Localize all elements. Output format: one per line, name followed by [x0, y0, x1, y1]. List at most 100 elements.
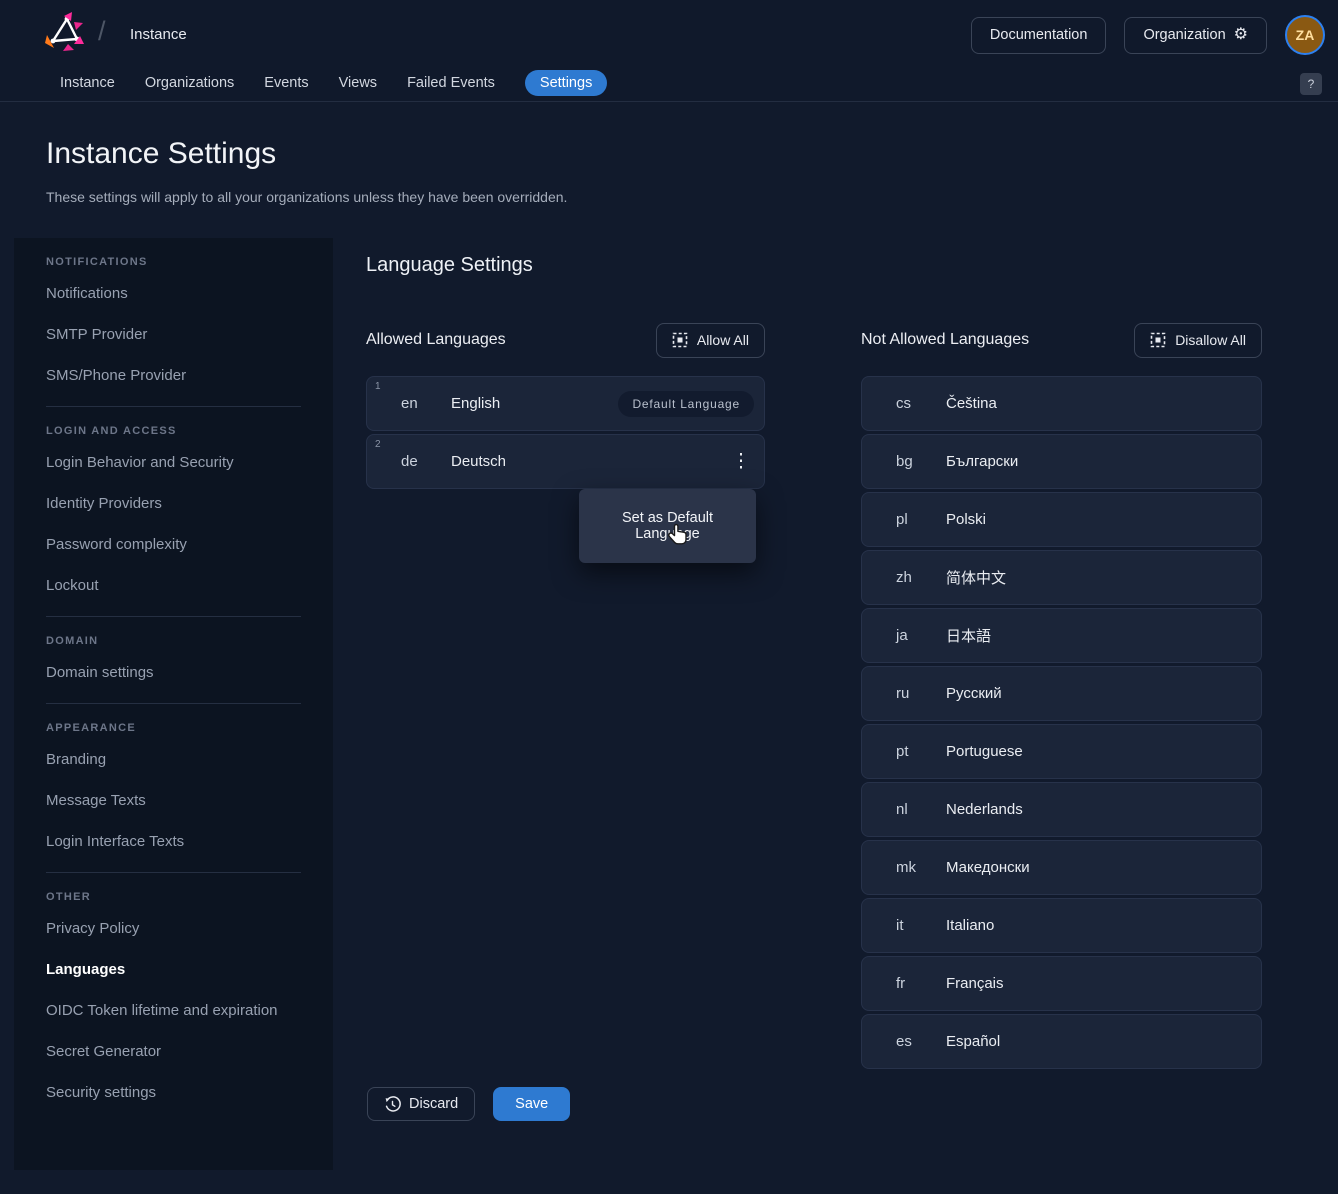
language-row-ru[interactable]: ru Русский: [861, 666, 1262, 721]
zitadel-logo-icon[interactable]: [44, 10, 90, 54]
save-label: Save: [515, 1096, 549, 1112]
tab-failed-events[interactable]: Failed Events: [407, 75, 495, 91]
allowed-language-row-en[interactable]: 1 en English Default Language: [366, 376, 765, 431]
tab-organizations[interactable]: Organizations: [144, 75, 235, 91]
language-row-bg[interactable]: bg Български: [861, 434, 1262, 489]
language-code: es: [896, 1033, 912, 1050]
organization-button[interactable]: Organization ⚙: [1124, 16, 1267, 54]
sidebar-divider: [46, 872, 301, 873]
instance-nav-tabs: Instance Organizations Events Views Fail…: [60, 70, 608, 96]
language-name: English: [451, 395, 501, 412]
language-row-mk[interactable]: mk Македонски: [861, 840, 1262, 895]
sidebar-item-privacy-policy[interactable]: Privacy Policy: [46, 920, 140, 937]
sidebar-item-security-settings[interactable]: Security settings: [46, 1084, 157, 1101]
sidebar-section-login-and-access: LOGIN AND ACCESS Login Behavior and Secu…: [14, 409, 333, 606]
not-allowed-languages-list: cs Čeština bg Български pl Polski zh 简体中…: [861, 376, 1262, 1069]
sidebar-item-domain-settings[interactable]: Domain settings: [46, 664, 154, 681]
language-context-menu: Set as Default Language: [579, 489, 756, 563]
sidebar-section-title: DOMAIN: [46, 635, 99, 647]
sidebar-item-message-texts[interactable]: Message Texts: [46, 792, 146, 809]
sidebar-item-identity-providers[interactable]: Identity Providers: [46, 495, 162, 512]
language-name: Čeština: [946, 395, 997, 412]
language-name: Deutsch: [451, 453, 507, 470]
top-header: / Instance Documentation Organization ⚙ …: [0, 0, 1338, 102]
avatar-initials: ZA: [1295, 27, 1315, 43]
sidebar-divider: [46, 703, 301, 704]
sidebar-divider: [46, 406, 301, 407]
page-subtitle: These settings will apply to all your or…: [46, 189, 568, 205]
language-code: ja: [896, 627, 908, 644]
discard-label: Discard: [409, 1096, 459, 1112]
sidebar-section-other: OTHER Privacy Policy Languages OIDC Toke…: [14, 875, 333, 1113]
sidebar-item-login-behavior[interactable]: Login Behavior and Security: [46, 454, 234, 471]
row-index: 2: [375, 439, 381, 450]
gear-icon: ⚙: [1233, 26, 1248, 43]
language-code: pt: [896, 743, 909, 760]
documentation-button[interactable]: Documentation: [970, 16, 1107, 54]
save-button[interactable]: Save: [493, 1087, 571, 1121]
language-row-pt[interactable]: pt Portuguese: [861, 724, 1262, 779]
language-row-it[interactable]: it Italiano: [861, 898, 1262, 953]
language-name: Polski: [946, 511, 987, 528]
row-index: 1: [375, 381, 381, 392]
sidebar-item-branding[interactable]: Branding: [46, 751, 107, 768]
help-button[interactable]: ?: [1300, 73, 1322, 95]
language-row-cs[interactable]: cs Čeština: [861, 376, 1262, 431]
disallow-all-button[interactable]: Disallow All: [1134, 322, 1262, 358]
language-row-zh[interactable]: zh 简体中文: [861, 550, 1262, 605]
language-row-es[interactable]: es Español: [861, 1014, 1262, 1069]
language-name: Español: [946, 1033, 1001, 1050]
sidebar-section-appearance: APPEARANCE Branding Message Texts Login …: [14, 706, 333, 862]
tab-instance[interactable]: Instance: [60, 75, 115, 91]
tab-settings[interactable]: Settings: [524, 70, 608, 96]
allowed-languages-header: Allowed Languages Allow All: [366, 322, 765, 358]
allowed-languages-label: Allowed Languages: [366, 331, 506, 348]
language-name: 日本語: [946, 628, 992, 645]
tab-views[interactable]: Views: [338, 75, 378, 91]
not-allowed-languages-label: Not Allowed Languages: [861, 331, 1030, 348]
language-code: bg: [896, 453, 913, 470]
header-actions: Documentation Organization ⚙ ZA: [970, 15, 1325, 55]
language-code: ru: [896, 685, 910, 702]
sidebar-item-notifications[interactable]: Notifications: [46, 285, 128, 302]
language-name: Italiano: [946, 917, 995, 934]
sidebar-item-smtp-provider[interactable]: SMTP Provider: [46, 326, 148, 343]
allow-all-label: Allow All: [696, 332, 749, 348]
language-row-ja[interactable]: ja 日本語: [861, 608, 1262, 663]
sidebar-item-languages[interactable]: Languages: [46, 961, 126, 978]
discard-button[interactable]: Discard: [367, 1087, 476, 1121]
sidebar-item-login-interface-texts[interactable]: Login Interface Texts: [46, 833, 185, 850]
breadcrumb[interactable]: Instance: [130, 26, 187, 43]
language-code: mk: [896, 859, 916, 876]
select-all-icon: [1150, 332, 1166, 348]
allowed-language-row-de[interactable]: 2 de Deutsch ⋮: [366, 434, 765, 489]
form-actions: Discard Save: [367, 1087, 571, 1121]
sidebar-item-password-complexity[interactable]: Password complexity: [46, 536, 187, 553]
sidebar-item-lockout[interactable]: Lockout: [46, 577, 99, 594]
sidebar-section-domain: DOMAIN Domain settings: [14, 619, 333, 693]
tab-events[interactable]: Events: [264, 75, 309, 91]
allowed-languages-list: 1 en English Default Language 2 de Deuts…: [366, 376, 765, 489]
sidebar-section-title: OTHER: [46, 891, 91, 903]
sidebar-item-oidc-token-lifetime[interactable]: OIDC Token lifetime and expiration: [46, 1002, 278, 1019]
language-row-fr[interactable]: fr Français: [861, 956, 1262, 1011]
language-name: Français: [946, 975, 1004, 992]
settings-sidebar: NOTIFICATIONS Notifications SMTP Provide…: [14, 238, 333, 1170]
avatar[interactable]: ZA: [1285, 15, 1325, 55]
language-row-pl[interactable]: pl Polski: [861, 492, 1262, 547]
set-as-default-language-item[interactable]: Set as Default Language: [621, 510, 714, 542]
language-row-nl[interactable]: nl Nederlands: [861, 782, 1262, 837]
language-name: Македонски: [946, 859, 1030, 876]
language-name: Nederlands: [946, 801, 1023, 818]
kebab-menu-icon[interactable]: ⋮: [731, 451, 751, 472]
language-code: nl: [896, 801, 908, 818]
sidebar-item-sms-phone-provider[interactable]: SMS/Phone Provider: [46, 367, 187, 384]
allow-all-button[interactable]: Allow All: [655, 322, 765, 358]
sidebar-divider: [46, 616, 301, 617]
help-icon: ?: [1307, 77, 1315, 91]
language-settings-title: Language Settings: [366, 254, 533, 276]
language-code: de: [401, 453, 418, 470]
language-name: Български: [946, 453, 1019, 470]
sidebar-item-secret-generator[interactable]: Secret Generator: [46, 1043, 162, 1060]
